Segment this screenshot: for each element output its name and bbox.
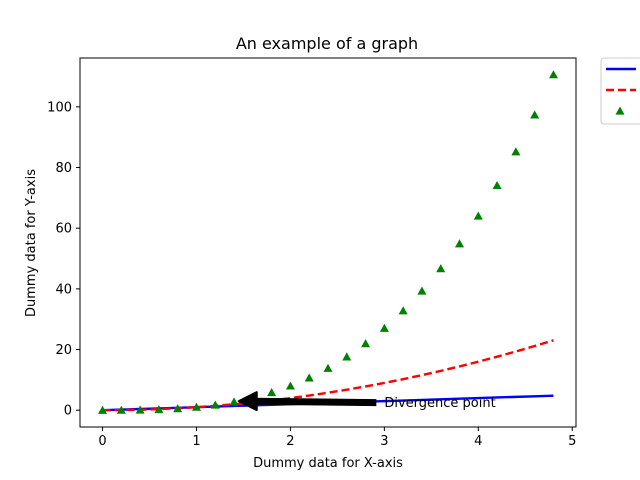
- series-3-point: [135, 405, 145, 414]
- series-3-point: [379, 323, 389, 332]
- x-axis: 0 1 2 3 4 5: [98, 427, 576, 449]
- y-axis: 0 20 40 60 80 100: [47, 100, 80, 419]
- series-3-point: [285, 381, 295, 390]
- x-tick-label: 4: [474, 434, 482, 449]
- series-3-point: [492, 180, 502, 190]
- y-tick-label: 40: [55, 282, 72, 297]
- annotation-layer: Divergence point: [237, 391, 496, 412]
- series-3-point: [398, 306, 408, 315]
- x-tick-label: 0: [98, 434, 106, 449]
- series-3-point: [98, 405, 108, 414]
- annotation-text: Divergence point: [384, 396, 495, 411]
- x-tick-label: 1: [192, 434, 200, 449]
- x-axis-label: Dummy data for X-axis: [253, 456, 403, 471]
- series-3-point: [304, 373, 314, 382]
- x-tick-label: 3: [380, 434, 388, 449]
- legend-marker-3: [615, 106, 625, 115]
- plot-area: [98, 70, 558, 414]
- series-3-point: [436, 264, 446, 273]
- y-tick-label: 60: [55, 222, 72, 237]
- annotation-arrow-shaft: [252, 397, 377, 407]
- annotation-arrow-head: [237, 391, 258, 412]
- chart-title: An example of a graph: [236, 34, 418, 53]
- y-tick-label: 80: [55, 161, 72, 176]
- series-3-point: [323, 363, 333, 372]
- series-3-point: [548, 70, 558, 79]
- x-tick-label: 2: [286, 434, 294, 449]
- y-tick-label: 20: [55, 343, 72, 358]
- x-tick-label: 5: [568, 434, 576, 449]
- series-3-point: [455, 239, 465, 248]
- series-3-point: [116, 405, 126, 414]
- series-3-point: [342, 352, 352, 361]
- series-3-point: [361, 339, 371, 348]
- series-3-point: [267, 388, 277, 397]
- series-3-point: [229, 397, 239, 406]
- legend: [600, 57, 640, 125]
- series-3-point: [417, 286, 427, 295]
- series-3-point: [473, 211, 483, 220]
- y-axis-label: Dummy data for Y-axis: [24, 169, 39, 317]
- series-3-point: [191, 402, 201, 411]
- plot-frame: [79, 57, 577, 428]
- series-3-point: [154, 405, 164, 414]
- y-tick-label: 0: [64, 404, 72, 419]
- series-3-point: [530, 110, 540, 119]
- series-3-point: [210, 400, 220, 409]
- series-3-point: [511, 147, 521, 156]
- series-3-point: [173, 404, 183, 413]
- y-tick-label: 100: [47, 100, 72, 115]
